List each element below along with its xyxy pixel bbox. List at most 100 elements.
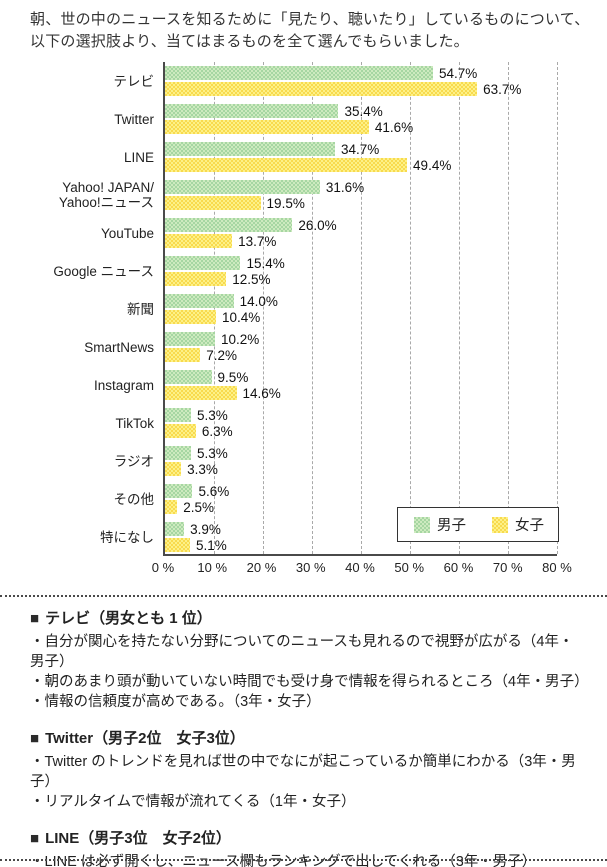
female-value-label: 6.3% [201,423,233,439]
male-bar [165,66,434,80]
bar-group: 9.5% 14.6% [165,366,557,404]
bar-group: 31.6% 19.5% [165,176,557,214]
x-tick-label: 20 % [246,560,277,575]
category-label: テレビ [113,73,155,89]
female-value-label: 5.1% [195,537,227,553]
comment-title: LINE（男子3位 女子2位） [45,830,231,847]
male-value-label: 54.7% [439,65,478,81]
legend-item-male: 男子 [414,514,466,535]
male-bar [165,522,185,536]
bar-line: 5.6% [165,484,557,499]
female-bar [165,310,216,324]
legend-label: 女子 [515,518,544,534]
gridline-30pct [312,62,313,554]
bar-line: 3.3% [165,461,557,477]
female-bar [165,386,237,400]
female-bar [165,462,182,476]
gridline-60pct [459,62,460,554]
legend-item-female: 女子 [492,514,544,535]
bar-group: 15.4% 12.5% [165,252,557,290]
x-tick-label: 70 % [492,560,523,575]
female-value-label: 2.5% [183,499,215,515]
female-bar [165,120,369,134]
male-value-label: 5.3% [196,407,228,423]
x-tick-label: 40 % [345,560,375,575]
comment-bullet: ・Twitter のトレンドを見れば世の中でなにが起こっているか簡単にわかる（3… [30,754,576,790]
female-bar [165,424,196,438]
bar-group: 54.7% 63.7% [165,62,557,100]
comments-section: ■ テレビ（男女とも 1 位） ・自分が関心を持たない分野についてのニュースも見れる… [0,597,607,867]
category-label: YouTube [100,225,154,241]
female-value-label: 12.5% [232,271,271,287]
male-value-label: 31.6% [325,179,365,195]
bar-group: 14.0% 10.4% [165,290,557,328]
gridline-50pct [410,62,411,554]
bar-group: 5.6% 2.5% [165,480,557,518]
bar-line: 5.3% [165,407,557,423]
male-value-label: 14.0% [239,293,278,309]
male-bar [165,142,336,156]
bar-line: 35.4% [165,103,557,119]
category-label: SmartNews [84,339,154,355]
bar-line: 41.6% [165,120,557,135]
bar-line: 26.0% [165,217,557,233]
category-label: Twitter [114,111,154,127]
category-label: LINE [123,149,154,165]
comment-heading: ■ LINE（男子3位 女子2位） [30,829,587,849]
x-tick-label: 10 % [197,560,228,575]
gridline-20pct [263,62,264,554]
bar-line: 63.7% [165,81,557,97]
x-tick-label: 60 % [443,560,474,575]
category-label: その他 [113,491,155,507]
female-value-label: 63.7% [483,81,522,97]
bar-group: 26.0% 13.7% [165,214,557,252]
comment-bullet: ・自分が関心を持たない分野についてのニュースも見れるので視野が広がる（4年・男子… [30,634,574,670]
female-bar [165,500,178,514]
comment-section: ■ LINE（男子3位 女子2位） ・LINE は必ず開くし、ニュース欄もランキング… [30,829,587,867]
comment-title: Twitter（男子2位 女子3位） [45,730,245,747]
male-value-label: 35.4% [344,103,383,119]
female-value-label: 3.3% [187,461,218,477]
female-bar [165,538,190,552]
bar-line: 14.6% [165,386,557,401]
bar-line: 5.1% [165,537,557,553]
female-bar [165,82,478,96]
female-value-label: 10.4% [221,309,261,325]
bar-line: 14.0% [165,293,557,309]
bar-line: 34.7% [165,142,557,157]
male-bar [165,294,234,308]
female-value-label: 13.7% [238,233,277,249]
chart-area: テレビ Twitter LINE Yahoo! JAPAN/ Yahoo!ニュース Yo… [0,62,607,556]
male-bar [165,218,293,232]
category-labels-column: テレビ Twitter LINE Yahoo! JAPAN/ Yahoo!ニュース Yo… [0,62,163,556]
x-tick-label: 0 % [151,560,175,575]
square-bullet-icon: ■ [30,830,40,847]
female-swatch-icon [492,516,508,533]
male-value-label: 26.0% [298,217,337,233]
bar-line: 5.3% [165,445,557,461]
male-bar [165,332,215,346]
intro-line-1: 朝、世の中のニュースを知るために「見たり、聴いたり」しているものについて、 [30,11,590,28]
category-label: 特になし [100,529,154,545]
male-bar [165,484,193,498]
comment-title: テレビ（男女とも 1 位） [45,610,212,627]
square-bullet-icon: ■ [30,730,40,747]
male-bar [165,446,191,460]
category-label: Google ニュース [53,263,154,279]
male-value-label: 3.9% [190,521,221,537]
female-bar [165,234,233,248]
x-tick-label: 30 % [295,560,326,575]
bar-line: 13.7% [165,233,557,249]
legend: 男子 女子 [397,507,559,542]
male-bar [165,256,241,270]
bar-group: 5.3% 6.3% [165,404,557,442]
bar-line: 12.5% [165,271,557,287]
x-tick-label: 50 % [394,560,425,575]
comment-bullet: ・リアルタイムで情報が流れてくる（1年・女子） [30,794,356,810]
bar-line: 49.4% [165,158,557,173]
male-value-label: 5.3% [196,445,228,461]
female-value-label: 19.5% [266,195,305,211]
comment-bullet: ・情報の信頼度が高めである。（3年・女子） [30,694,321,710]
x-axis: 0 % 10 % 20 % 30 % 40 % 50 % 60 % 70 % 80 % [152,556,572,578]
